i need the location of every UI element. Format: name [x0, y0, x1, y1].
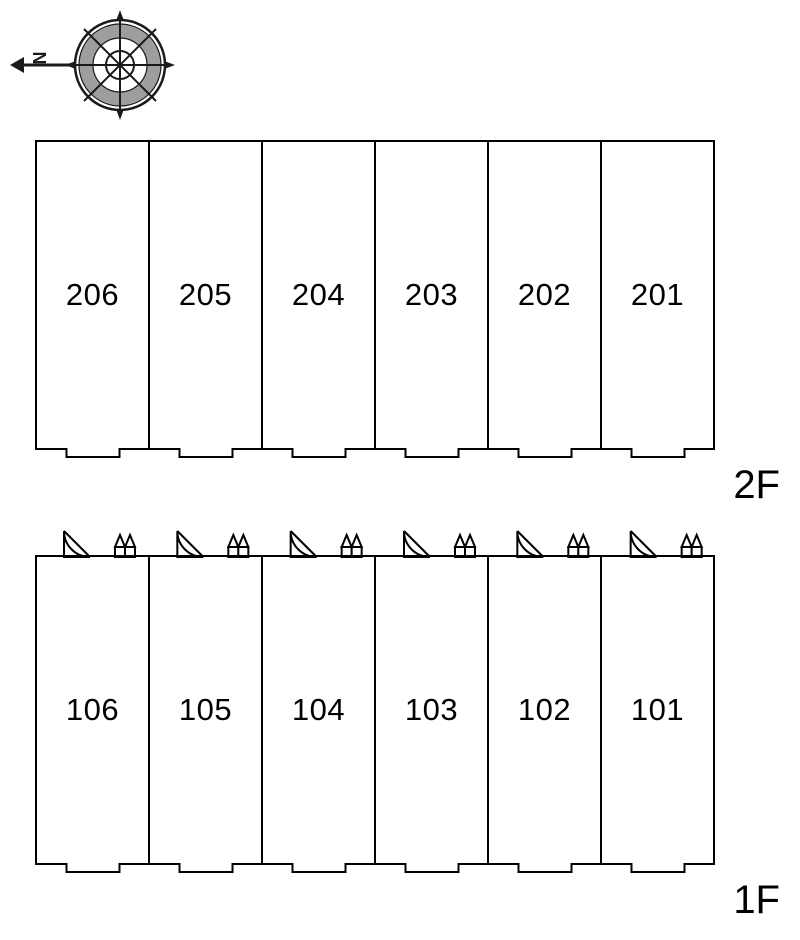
floor-1-label: 1F	[733, 878, 780, 923]
unit-number: 206	[66, 277, 119, 313]
unit-106: 106	[35, 555, 150, 865]
unit-number: 201	[631, 277, 684, 313]
door-slot	[65, 863, 120, 873]
door-slot	[65, 448, 120, 458]
unit-number: 106	[66, 692, 119, 728]
unit-102: 102	[489, 555, 602, 865]
unit-number: 105	[179, 692, 232, 728]
unit-201: 201	[602, 140, 715, 450]
floor-2: 206 205 204 203 202 201	[35, 140, 715, 450]
floor-1-top-doors	[35, 525, 715, 555]
door-slot	[178, 863, 233, 873]
unit-203: 203	[376, 140, 489, 450]
floor-2-row: 206 205 204 203 202 201	[35, 140, 715, 450]
unit-number: 205	[179, 277, 232, 313]
unit-205: 205	[150, 140, 263, 450]
unit-104: 104	[263, 555, 376, 865]
compass: N	[10, 10, 210, 130]
door-slot	[517, 863, 572, 873]
unit-101: 101	[602, 555, 715, 865]
door-slot	[404, 448, 459, 458]
unit-202: 202	[489, 140, 602, 450]
unit-number: 101	[631, 692, 684, 728]
floorplan-page: N	[0, 0, 800, 940]
compass-rose	[65, 10, 175, 120]
floor-1: 106 105 104 103 102 101	[35, 555, 715, 865]
unit-number: 102	[518, 692, 571, 728]
door-slot	[291, 863, 346, 873]
north-arrow: N	[10, 52, 72, 74]
unit-206: 206	[35, 140, 150, 450]
unit-105: 105	[150, 555, 263, 865]
door-slot	[404, 863, 459, 873]
unit-103: 103	[376, 555, 489, 865]
unit-number: 203	[405, 277, 458, 313]
unit-number: 104	[292, 692, 345, 728]
door-slot	[630, 448, 685, 458]
door-slot	[178, 448, 233, 458]
floor-2-label: 2F	[733, 463, 780, 508]
door-slot	[517, 448, 572, 458]
unit-number: 202	[518, 277, 571, 313]
door-slot	[291, 448, 346, 458]
floor-1-row: 106 105 104 103 102 101	[35, 555, 715, 865]
unit-204: 204	[263, 140, 376, 450]
compass-n-label: N	[30, 52, 50, 65]
door-slot	[630, 863, 685, 873]
unit-number: 103	[405, 692, 458, 728]
unit-number: 204	[292, 277, 345, 313]
